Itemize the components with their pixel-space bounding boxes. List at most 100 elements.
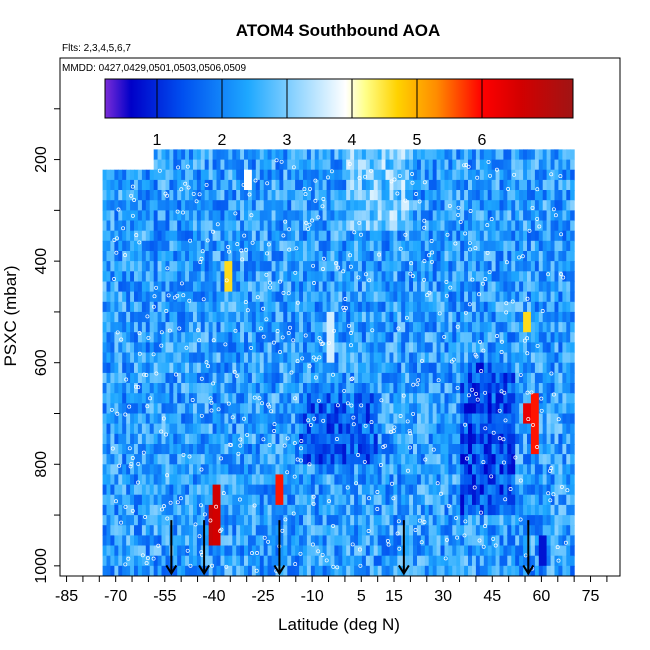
heatmap-cell — [542, 362, 548, 374]
heatmap-cell — [361, 322, 367, 333]
heatmap-cell — [507, 261, 512, 272]
heatmap-cell — [137, 494, 143, 506]
heatmap-cell — [236, 525, 241, 536]
heatmap-cell — [244, 332, 249, 343]
heatmap-cell — [279, 372, 284, 384]
heatmap-cell — [318, 240, 324, 252]
heatmap-cell — [102, 515, 108, 526]
heatmap-cell — [381, 190, 387, 201]
heatmap-cell — [562, 159, 567, 171]
heatmap-cell — [436, 149, 442, 161]
heatmap-cell — [122, 372, 127, 384]
heatmap-cell — [314, 332, 320, 343]
heatmap-cell — [432, 200, 438, 211]
heatmap-cell — [460, 179, 465, 191]
heatmap-cell — [145, 535, 151, 547]
heatmap-cell — [145, 383, 151, 394]
heatmap-cell — [507, 393, 512, 404]
heatmap-cell — [538, 190, 544, 201]
heatmap-cell — [369, 210, 375, 222]
heatmap-cell — [310, 464, 316, 476]
heatmap-cell — [303, 311, 308, 323]
heatmap-cell — [338, 291, 343, 303]
heatmap-cell — [460, 190, 465, 201]
heatmap-cell — [385, 433, 390, 445]
heatmap-cell — [409, 240, 414, 252]
heatmap-cell — [483, 149, 489, 161]
heatmap-cell — [550, 342, 556, 354]
heatmap-cell — [318, 261, 324, 272]
heatmap-cell — [291, 271, 296, 283]
heatmap-cell — [464, 433, 469, 445]
heatmap-cell — [487, 504, 493, 516]
heatmap-cell — [122, 169, 127, 181]
heatmap-cell — [405, 423, 410, 435]
heatmap-cell — [495, 342, 501, 354]
heatmap-cell — [310, 169, 316, 181]
heatmap-cell — [401, 332, 406, 343]
heatmap-cell — [361, 301, 367, 313]
heatmap-cell — [487, 291, 493, 303]
heatmap-cell — [350, 179, 355, 191]
heatmap-cell — [134, 565, 139, 576]
heatmap-cell — [165, 200, 170, 211]
heatmap-cell — [534, 393, 540, 404]
heatmap-cell — [232, 535, 237, 547]
heatmap-cell — [519, 362, 524, 374]
heatmap-cell — [240, 291, 245, 303]
heatmap-cell — [334, 474, 339, 486]
heatmap-cell — [173, 149, 178, 161]
heatmap-cell — [251, 383, 257, 394]
heatmap-cell — [432, 515, 438, 526]
heatmap-cell — [216, 372, 221, 384]
heatmap-cell — [102, 454, 108, 465]
heatmap-cell — [157, 342, 163, 354]
heatmap-cell — [424, 484, 430, 496]
heatmap-cell — [196, 484, 202, 496]
heatmap-cell — [137, 322, 143, 333]
heatmap-cell — [306, 565, 312, 576]
heatmap-cell — [275, 454, 280, 465]
heatmap-cell — [456, 169, 461, 181]
heatmap-cell — [106, 525, 111, 536]
heatmap-cell — [381, 525, 387, 536]
heatmap-cell — [342, 555, 347, 567]
heatmap-cell — [173, 251, 178, 262]
heatmap-cell — [554, 372, 559, 384]
heatmap-cell — [330, 179, 335, 191]
heatmap-cell — [487, 190, 493, 201]
heatmap-cell — [137, 444, 143, 455]
heatmap-cell — [322, 545, 328, 557]
heatmap-cell — [475, 555, 481, 567]
heatmap-cell — [401, 484, 406, 496]
heatmap-cell — [255, 240, 261, 252]
heatmap-cell — [554, 281, 559, 293]
heatmap-cell — [193, 393, 198, 404]
heatmap-cell — [346, 383, 351, 394]
heatmap-cell — [122, 322, 127, 333]
heatmap-cell — [483, 291, 489, 303]
heatmap-cell — [291, 444, 296, 455]
heatmap-cell — [291, 301, 296, 313]
heatmap-cell — [361, 291, 367, 303]
heatmap-cell — [401, 372, 406, 384]
heatmap-cell — [538, 504, 544, 516]
heatmap-cell — [511, 200, 516, 211]
heatmap-cell — [220, 251, 225, 262]
heatmap-cell — [193, 301, 198, 313]
heatmap-cell — [436, 179, 442, 191]
heatmap-cell — [420, 200, 426, 211]
heatmap-cell — [440, 515, 445, 526]
heatmap-cell — [314, 322, 320, 333]
heatmap-cell — [464, 494, 469, 506]
heatmap-cell — [393, 342, 398, 354]
heatmap-cell — [354, 555, 359, 567]
heatmap-cell — [102, 484, 108, 496]
heatmap-cell — [499, 291, 504, 303]
heatmap-cell — [389, 322, 394, 333]
heatmap-cell — [310, 525, 316, 536]
heatmap-cell — [110, 179, 115, 191]
heatmap-cell — [491, 413, 497, 425]
heatmap-cell — [106, 535, 111, 547]
heatmap-cell — [365, 332, 371, 343]
